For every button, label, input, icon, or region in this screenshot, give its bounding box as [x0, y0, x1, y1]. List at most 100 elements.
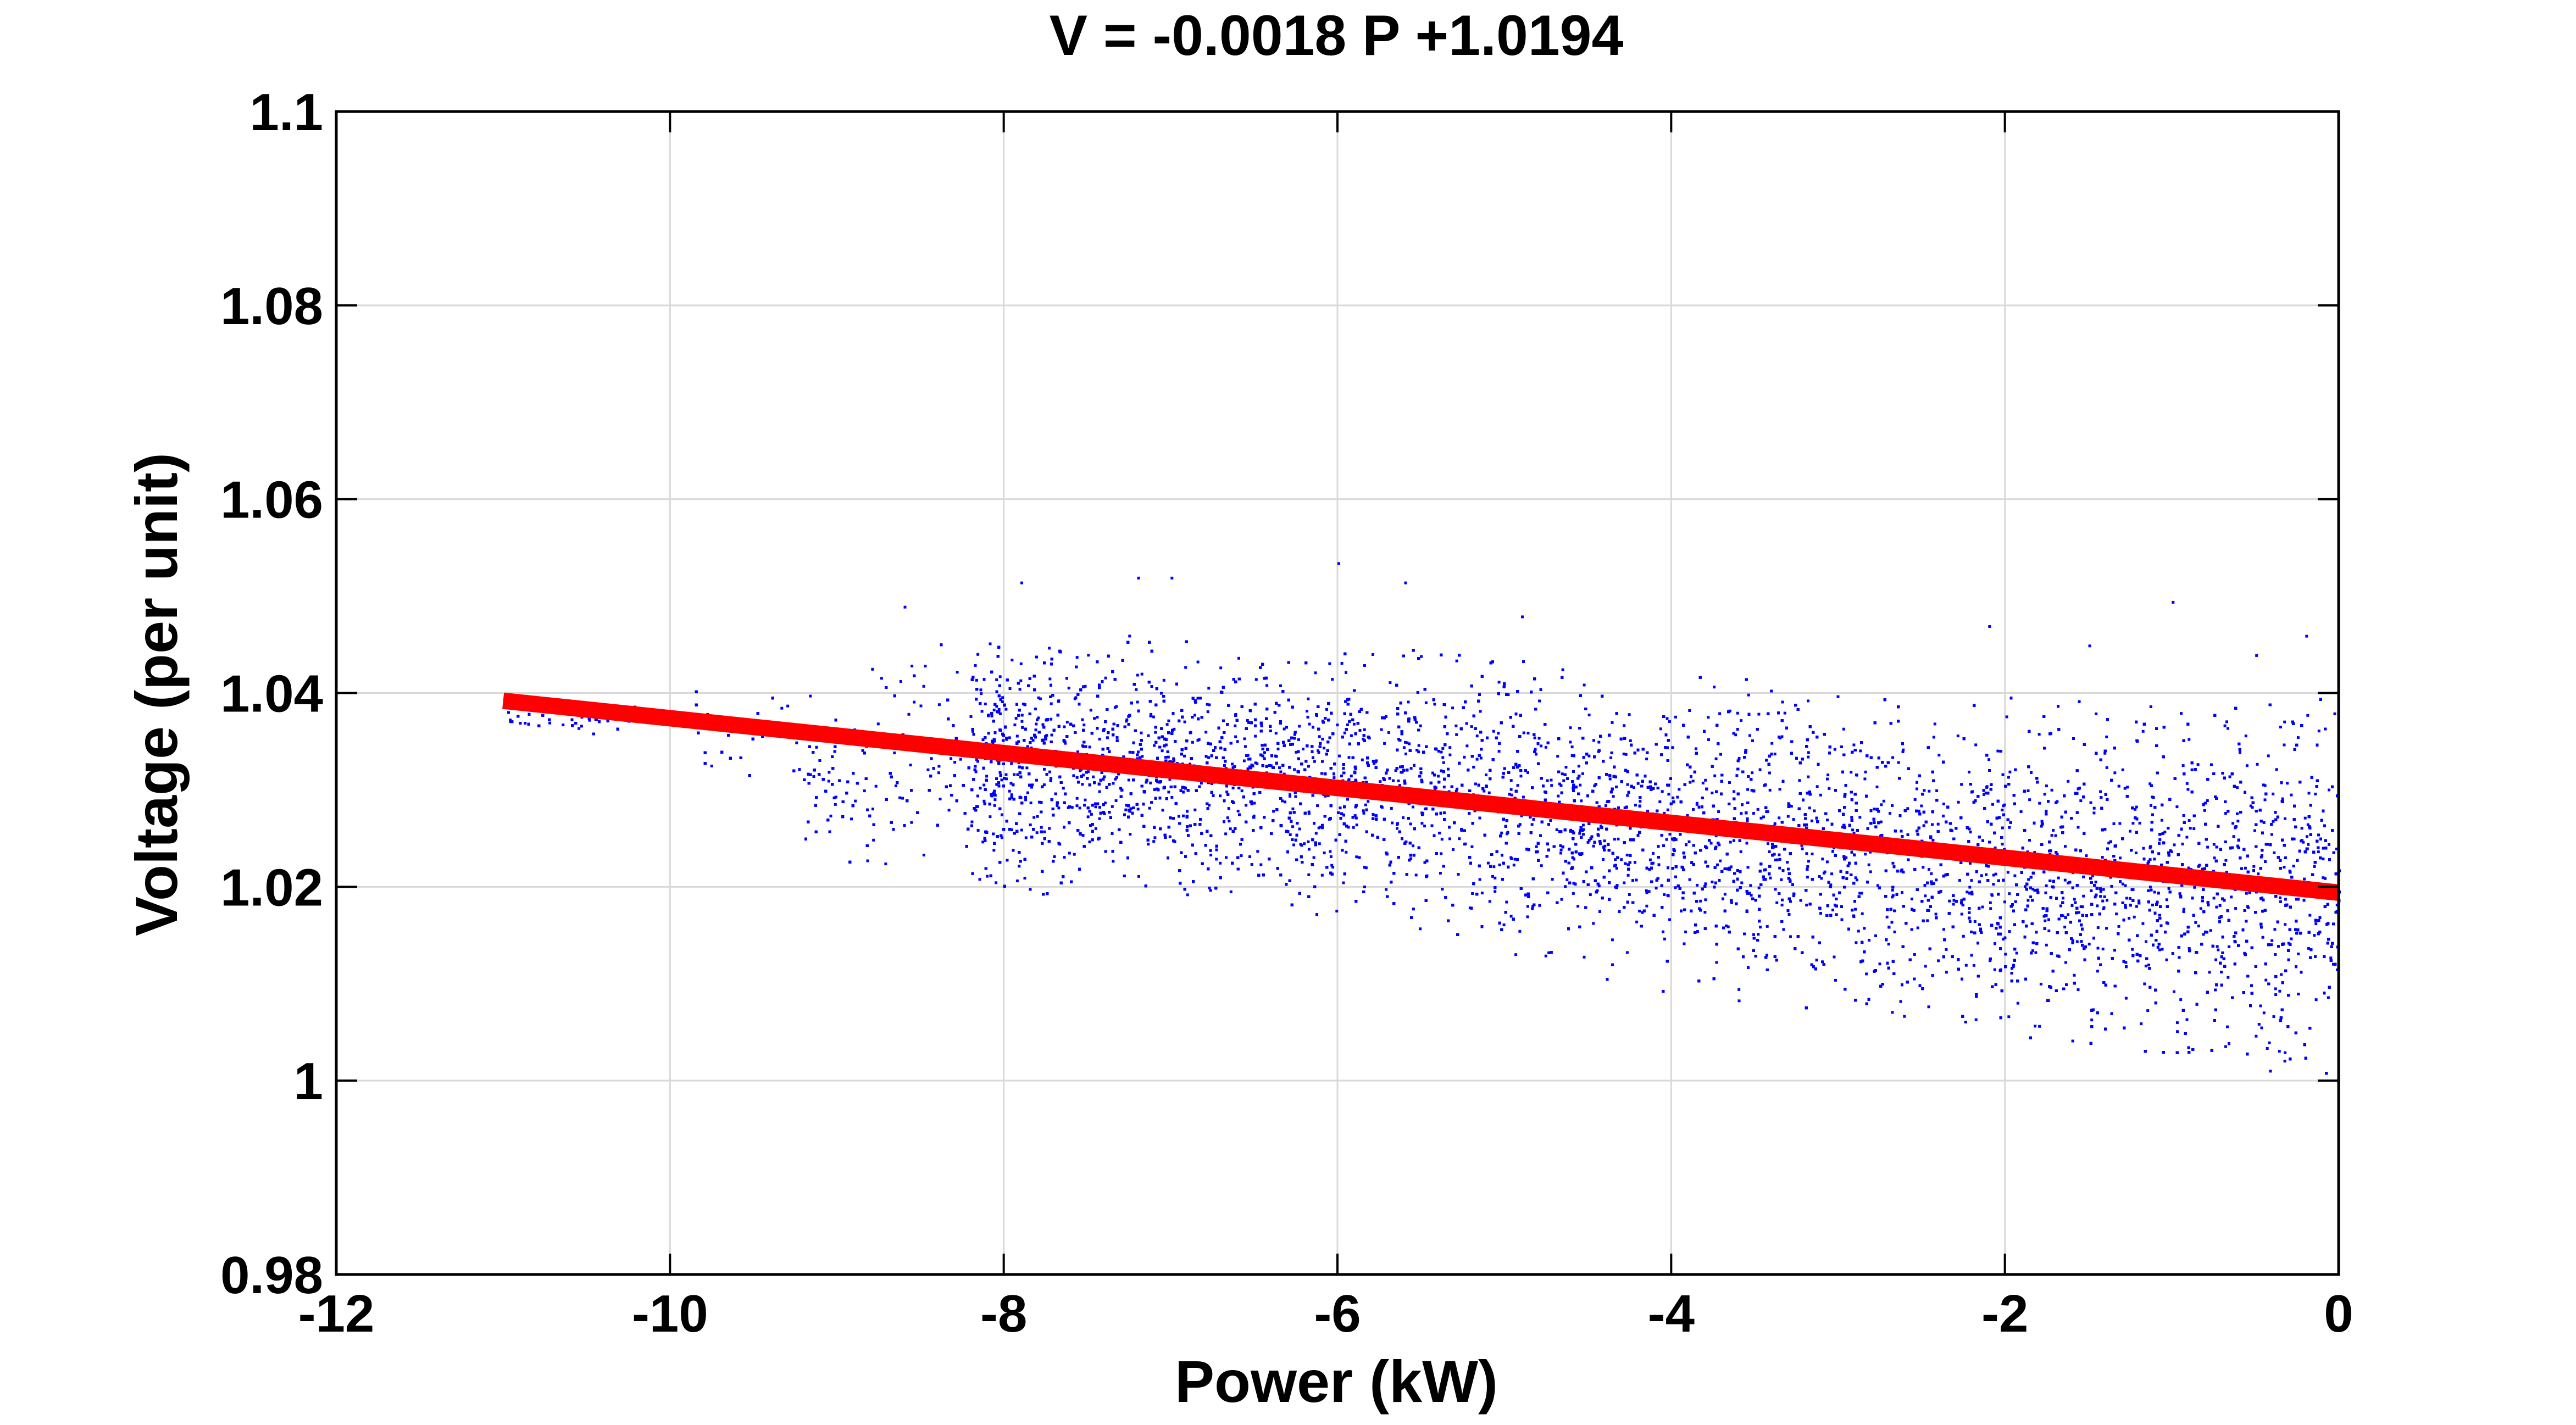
scatter-point — [786, 704, 790, 708]
scatter-point — [2332, 851, 2335, 854]
scatter-point — [1841, 826, 1844, 829]
scatter-point — [2131, 948, 2134, 951]
scatter-point — [1799, 899, 1802, 902]
scatter-point — [2103, 828, 2107, 831]
scatter-point — [1038, 800, 1041, 804]
scatter-point — [1935, 878, 1938, 882]
scatter-point — [1792, 818, 1795, 821]
scatter-point — [2099, 790, 2102, 793]
scatter-point — [1972, 964, 1975, 967]
scatter-point — [2322, 876, 2325, 880]
scatter-point — [1084, 684, 1087, 688]
scatter-point — [1662, 844, 1665, 847]
scatter-point — [1920, 804, 1923, 808]
scatter-point — [2179, 998, 2183, 1001]
scatter-point — [1240, 789, 1243, 793]
scatter-point — [548, 721, 552, 725]
scatter-point — [2262, 1011, 2266, 1015]
scatter-point — [1136, 673, 1139, 677]
scatter-point — [2071, 886, 2074, 889]
scatter-point — [2272, 820, 2275, 823]
scatter-point — [1119, 787, 1122, 790]
scatter-point — [959, 758, 962, 761]
scatter-point — [2257, 872, 2260, 876]
scatter-point — [1992, 873, 1995, 877]
scatter-point — [1161, 809, 1164, 812]
scatter-point — [1989, 901, 1992, 904]
scatter-point — [2167, 887, 2170, 890]
scatter-point — [1614, 858, 1617, 861]
scatter-point — [1223, 764, 1226, 767]
scatter-point — [1609, 756, 1613, 759]
scatter-point — [1718, 843, 1721, 847]
scatter-point — [1048, 827, 1051, 830]
scatter-point — [1494, 876, 1497, 880]
scatter-point — [1864, 853, 1867, 856]
scatter-point — [2175, 805, 2179, 809]
scatter-point — [971, 730, 974, 733]
scatter-point — [1004, 773, 1008, 776]
scatter-point — [2129, 830, 2131, 833]
scatter-point — [1668, 918, 1671, 921]
scatter-point — [1312, 856, 1315, 859]
scatter-point — [1613, 838, 1616, 841]
scatter-point — [1096, 716, 1099, 719]
scatter-point — [2003, 803, 2006, 806]
scatter-point — [1783, 711, 1786, 715]
scatter-point — [1281, 799, 1284, 803]
scatter-point — [1199, 697, 1202, 700]
scatter-point — [1807, 751, 1810, 754]
scatter-point — [1189, 762, 1192, 766]
scatter-point — [1622, 753, 1625, 755]
scatter-point — [1380, 728, 1383, 731]
scatter-point — [1087, 654, 1090, 657]
scatter-point — [1569, 828, 1573, 832]
scatter-point — [1124, 808, 1128, 811]
scatter-point — [2128, 897, 2131, 900]
scatter-point — [1164, 743, 1168, 747]
scatter-point — [2300, 827, 2303, 830]
scatter-point — [1485, 773, 1488, 777]
scatter-point — [2181, 842, 2184, 845]
scatter-point — [2029, 895, 2033, 899]
scatter-point — [2307, 792, 2311, 795]
scatter-point — [2296, 736, 2300, 739]
scatter-point — [524, 722, 527, 725]
scatter-point — [1082, 723, 1086, 727]
scatter-point — [987, 732, 990, 735]
scatter-point — [1661, 790, 1664, 793]
scatter-point — [1001, 696, 1004, 699]
scatter-point — [1623, 806, 1626, 810]
scatter-point — [1923, 789, 1926, 792]
scatter-point — [1522, 731, 1525, 734]
scatter-point — [1013, 723, 1017, 727]
scatter-point — [2270, 833, 2273, 836]
scatter-point — [1089, 824, 1092, 827]
scatter-point — [1283, 772, 1286, 776]
scatter-point — [898, 796, 902, 799]
scatter-point — [2092, 806, 2096, 810]
scatter-point — [1726, 925, 1730, 928]
scatter-point — [992, 709, 996, 711]
scatter-point — [995, 678, 998, 681]
scatter-point — [1475, 734, 1479, 738]
scatter-point — [1420, 822, 1424, 825]
scatter-point — [1041, 723, 1045, 726]
scatter-point — [907, 712, 911, 716]
scatter-point — [1766, 925, 1769, 928]
scatter-point — [1018, 865, 1021, 868]
scatter-point — [1807, 775, 1810, 778]
scatter-point — [997, 708, 1001, 711]
scatter-point — [2019, 810, 2023, 813]
scatter-point — [2255, 1034, 2258, 1038]
scatter-point — [1858, 816, 1862, 819]
scatter-point — [1147, 734, 1150, 737]
scatter-point — [1293, 733, 1296, 736]
scatter-point — [1498, 864, 1501, 866]
scatter-point — [1759, 926, 1762, 929]
scatter-point — [2081, 905, 2084, 909]
scatter-point — [1719, 859, 1722, 862]
scatter-point — [1723, 893, 1726, 896]
scatter-point — [2167, 851, 2170, 854]
scatter-point — [1960, 783, 1963, 786]
